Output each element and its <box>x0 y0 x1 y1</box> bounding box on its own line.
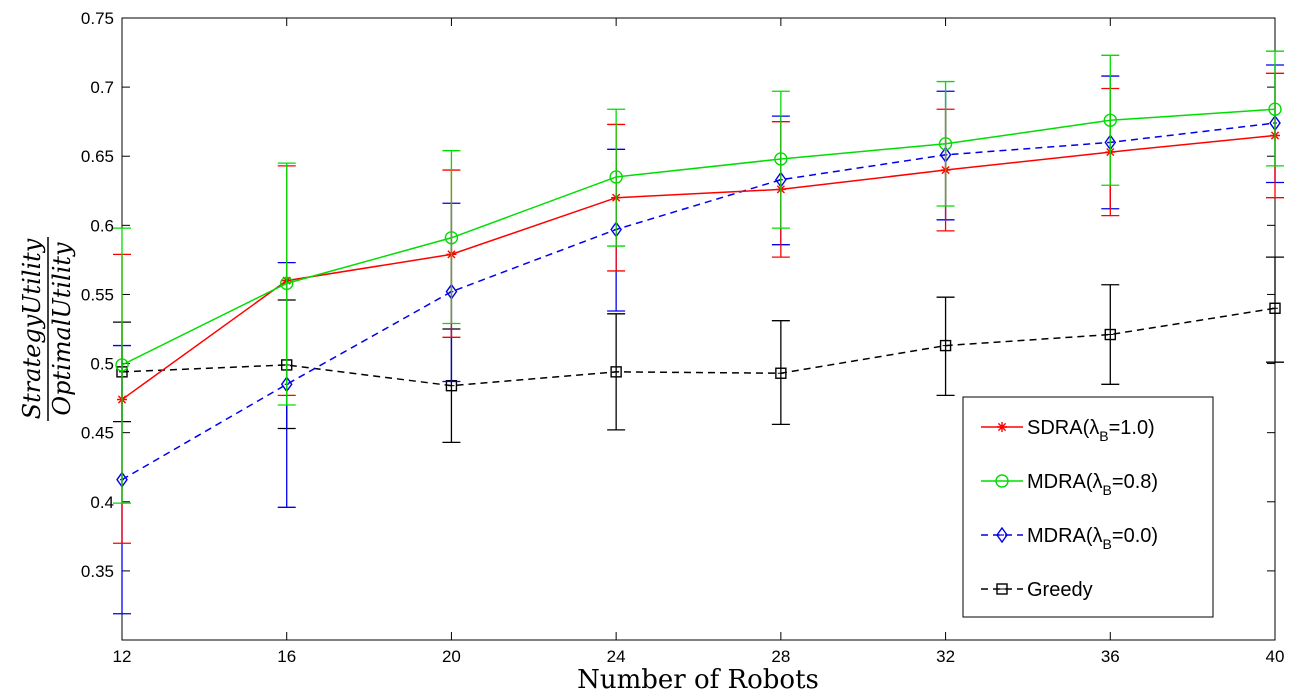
series-line <box>121 108 1276 366</box>
data-point <box>609 170 623 184</box>
y-axis-title-denominator: OptimalUtility <box>48 242 76 416</box>
y-tick-label: 0.4 <box>90 493 114 512</box>
data-point <box>939 339 952 352</box>
data-point <box>610 366 622 378</box>
legend-label: SDRA(λB=1.0) <box>1027 417 1155 444</box>
x-tick-label: 28 <box>771 647 790 666</box>
data-point <box>280 276 294 291</box>
x-tick-label: 32 <box>936 647 955 666</box>
legend-swatch-marker <box>997 422 1007 432</box>
y-axis-title: StrategyUtility OptimalUtility <box>18 237 76 421</box>
legend-swatch-marker <box>996 526 1008 544</box>
data-point <box>115 358 129 372</box>
data-point <box>938 137 953 151</box>
data-point <box>444 231 459 245</box>
x-tick-label: 20 <box>442 647 461 666</box>
legend-label: MDRA(λB=0.8) <box>1027 471 1158 498</box>
series-layer <box>113 50 1284 615</box>
data-point <box>1104 328 1116 341</box>
x-tick-label: 36 <box>1101 647 1120 666</box>
series-1 <box>113 50 1284 504</box>
x-tick-label: 24 <box>607 647 626 666</box>
y-tick-label: 0.75 <box>81 9 114 28</box>
legend-swatch-marker <box>996 583 1008 595</box>
data-point <box>1103 113 1117 127</box>
data-point <box>774 152 788 166</box>
x-axis-title: Number of Robots <box>577 665 819 695</box>
y-tick-label: 0.45 <box>81 424 114 443</box>
y-tick-label: 0.35 <box>81 562 114 581</box>
y-tick-label: 0.65 <box>81 147 114 166</box>
legend-label: Greedy <box>1027 579 1093 601</box>
y-tick-label: 0.6 <box>90 216 114 235</box>
x-tick-label: 12 <box>113 647 132 666</box>
x-tick-label: 16 <box>277 647 296 666</box>
y-tick-label: 0.5 <box>90 355 114 374</box>
data-point <box>1269 302 1281 314</box>
y-tick-label: 0.55 <box>81 285 114 304</box>
legend: SDRA(λB=1.0) MDRA(λB=0.8) MDRA(λB=0.0) Gree… <box>962 396 1214 618</box>
axes-ticks: 12 16 20 24 28 32 36 40 0.35 0.4 0.45 0.5 0.55 0.6 0.6… <box>81 9 1285 666</box>
y-tick-label: 0.7 <box>90 78 114 97</box>
x-tick-label: 40 <box>1266 647 1285 666</box>
data-point <box>775 367 787 379</box>
data-point <box>1268 102 1282 116</box>
series-line <box>121 122 1276 481</box>
legend-swatch-marker <box>995 474 1009 488</box>
legend-box <box>962 396 1214 618</box>
legend-label: MDRA(λB=0.0) <box>1027 525 1158 552</box>
y-axis-title-numerator: StrategyUtility <box>18 238 46 419</box>
